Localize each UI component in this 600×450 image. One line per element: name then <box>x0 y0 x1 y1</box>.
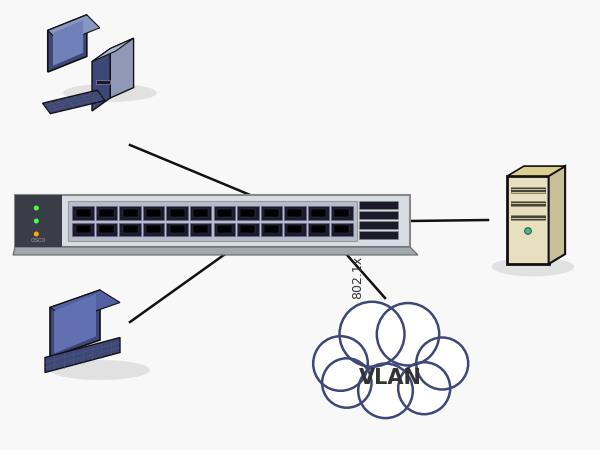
Circle shape <box>525 228 532 234</box>
Bar <box>15 195 62 247</box>
Bar <box>331 206 353 220</box>
Ellipse shape <box>50 360 150 380</box>
Polygon shape <box>548 166 565 264</box>
Bar <box>99 208 114 217</box>
Text: 802.1x: 802.1x <box>352 256 365 299</box>
Bar <box>334 208 349 217</box>
Circle shape <box>416 338 468 390</box>
Bar <box>15 195 410 247</box>
Bar <box>95 80 110 84</box>
Polygon shape <box>43 90 105 113</box>
Bar <box>96 206 118 220</box>
Polygon shape <box>341 334 442 391</box>
Bar <box>193 225 208 234</box>
Polygon shape <box>48 15 87 72</box>
Polygon shape <box>50 290 100 357</box>
Polygon shape <box>92 49 110 111</box>
Ellipse shape <box>63 84 157 102</box>
Bar <box>119 222 141 236</box>
Bar <box>122 208 137 217</box>
Bar <box>76 208 91 217</box>
Polygon shape <box>45 338 120 373</box>
Bar <box>166 222 188 236</box>
Polygon shape <box>92 38 134 62</box>
Bar <box>76 225 91 234</box>
Circle shape <box>398 362 450 414</box>
Polygon shape <box>53 20 83 66</box>
Bar <box>240 208 256 217</box>
Bar <box>237 222 259 236</box>
Bar <box>217 225 232 234</box>
Bar <box>193 208 208 217</box>
Polygon shape <box>508 166 565 176</box>
Bar <box>170 208 185 217</box>
Bar <box>287 208 302 217</box>
Bar <box>122 225 137 234</box>
Bar <box>214 222 235 236</box>
Bar <box>99 225 114 234</box>
Bar <box>170 225 185 234</box>
Bar <box>240 225 256 234</box>
Polygon shape <box>13 247 418 255</box>
Circle shape <box>377 303 439 365</box>
Bar <box>359 221 398 229</box>
Circle shape <box>34 206 39 211</box>
Bar <box>308 222 329 236</box>
Bar <box>311 208 326 217</box>
Bar <box>264 208 279 217</box>
Bar <box>214 206 235 220</box>
Bar <box>260 206 282 220</box>
Circle shape <box>313 336 368 391</box>
Bar <box>68 201 356 241</box>
Bar <box>511 215 545 220</box>
Circle shape <box>34 231 39 237</box>
Bar <box>143 222 164 236</box>
Circle shape <box>34 219 39 224</box>
Bar <box>73 206 94 220</box>
Bar <box>284 222 305 236</box>
Ellipse shape <box>492 257 574 276</box>
Bar <box>359 211 398 219</box>
Bar <box>359 201 398 209</box>
Bar <box>143 206 164 220</box>
Bar <box>237 206 259 220</box>
Bar <box>287 225 302 234</box>
Bar <box>311 225 326 234</box>
Text: CISCO: CISCO <box>31 238 46 243</box>
Bar <box>260 222 282 236</box>
Bar <box>73 222 94 236</box>
Text: VLAN: VLAN <box>359 368 421 388</box>
Bar <box>284 206 305 220</box>
Bar <box>511 187 545 193</box>
Bar <box>146 225 161 234</box>
Polygon shape <box>48 15 100 43</box>
Circle shape <box>340 302 404 367</box>
Bar <box>96 222 118 236</box>
Bar <box>511 201 545 206</box>
Bar <box>217 208 232 217</box>
Polygon shape <box>54 294 96 354</box>
Bar <box>119 206 141 220</box>
Bar <box>190 206 211 220</box>
Bar <box>146 208 161 217</box>
Bar <box>334 225 349 234</box>
Bar <box>166 206 188 220</box>
Bar <box>359 231 398 238</box>
Polygon shape <box>110 38 134 98</box>
Bar <box>190 222 211 236</box>
Polygon shape <box>50 290 120 320</box>
Bar <box>308 206 329 220</box>
Circle shape <box>358 364 413 418</box>
Bar <box>264 225 279 234</box>
Circle shape <box>322 358 371 408</box>
Polygon shape <box>508 176 548 264</box>
Bar <box>331 222 353 236</box>
